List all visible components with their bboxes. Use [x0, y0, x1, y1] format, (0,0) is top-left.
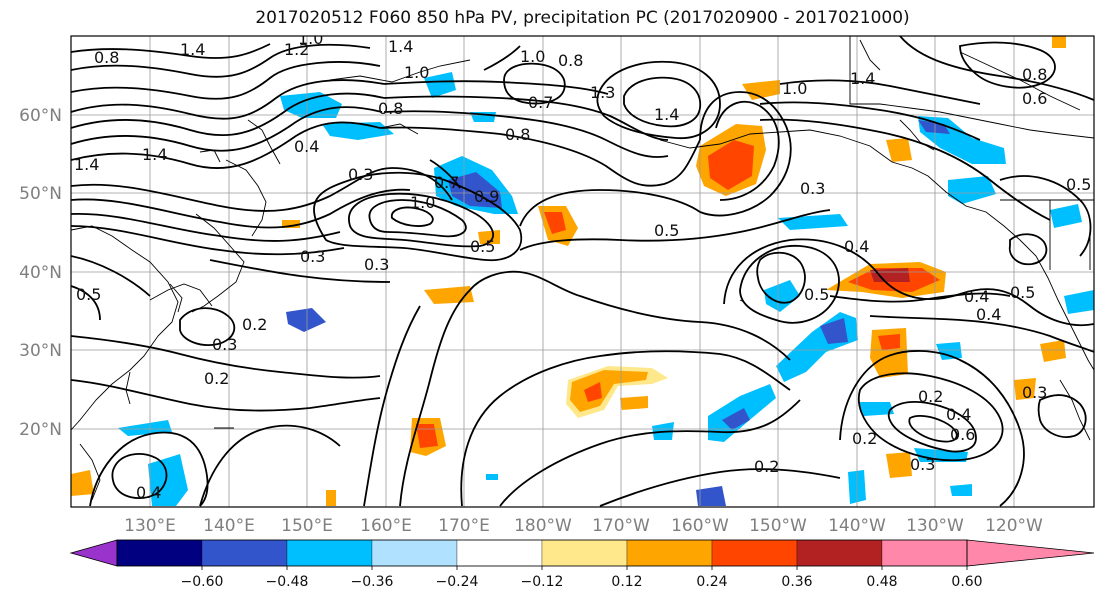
svg-text:0.4: 0.4: [294, 137, 319, 156]
svg-text:0.2: 0.2: [852, 429, 877, 448]
map-plot: 0.8 1.4 1.2 1.0 1.4 1.0 0.8 1.0 0.8 0.7 …: [71, 29, 1094, 507]
svg-text:0.3: 0.3: [212, 335, 237, 354]
colorbar-extend-max: [966, 539, 1095, 567]
svg-text:1.4: 1.4: [850, 69, 875, 88]
svg-text:1.4: 1.4: [654, 105, 679, 124]
svg-text:1.2: 1.2: [284, 40, 309, 59]
lon-label: 160°W: [671, 516, 729, 536]
colorbar-tick-label: −0.24: [436, 574, 479, 590]
svg-text:1.0: 1.0: [520, 47, 545, 66]
svg-text:0.8: 0.8: [378, 99, 403, 118]
latitude-labels: 60°N 50°N 40°N 30°N 20°N: [19, 106, 62, 440]
colorbar-tick-label: 0.12: [611, 574, 642, 590]
svg-text:1.4: 1.4: [74, 155, 99, 174]
colorbar-tick-label: 0.24: [696, 574, 727, 590]
lon-label: 140°E: [203, 516, 255, 536]
svg-text:1.0: 1.0: [410, 193, 435, 212]
svg-text:0.4: 0.4: [964, 287, 989, 306]
lon-label: 140°W: [828, 516, 886, 536]
svg-text:0.2: 0.2: [204, 369, 229, 388]
lon-label: 170°E: [438, 516, 490, 536]
svg-text:0.3: 0.3: [364, 255, 389, 274]
lon-label: 120°W: [985, 516, 1043, 536]
lat-label: 60°N: [19, 106, 62, 126]
coastlines: [71, 36, 1094, 501]
svg-text:0.5: 0.5: [1010, 283, 1035, 302]
svg-text:0.7: 0.7: [528, 93, 553, 112]
lon-label: 150°W: [749, 516, 807, 536]
svg-text:0.5: 0.5: [76, 285, 101, 304]
svg-text:1.0: 1.0: [782, 79, 807, 98]
colorbar-segment: [626, 539, 713, 567]
lon-label: 130°W: [906, 516, 964, 536]
lon-label: 130°E: [124, 516, 176, 536]
svg-text:1.0: 1.0: [404, 63, 429, 82]
lon-label: 160°E: [360, 516, 412, 536]
svg-text:0.3: 0.3: [1022, 383, 1047, 402]
colorbar-segment: [286, 539, 373, 567]
lon-label: 180°W: [514, 516, 572, 536]
svg-text:0.5: 0.5: [1066, 175, 1091, 194]
svg-text:1.0: 1.0: [298, 29, 323, 48]
svg-text:1.4: 1.4: [388, 37, 413, 56]
longitude-labels: 130°E 140°E 150°E 160°E 170°E 180°W 170°…: [124, 516, 1043, 536]
svg-text:0.5: 0.5: [804, 285, 829, 304]
pv-contours: [71, 36, 1094, 507]
svg-text:0.3: 0.3: [300, 247, 325, 266]
svg-text:0.8: 0.8: [1022, 65, 1047, 84]
map-title: 2017020512 F060 850 hPa PV, precipitatio…: [255, 8, 910, 28]
map-frame: [70, 35, 1095, 508]
colorbar-segment: [116, 539, 203, 567]
colorbar-tick-label: 0.60: [951, 574, 982, 590]
colorbar-segment: [541, 539, 628, 567]
svg-text:0.2: 0.2: [754, 457, 779, 476]
svg-text:0.3: 0.3: [910, 455, 935, 474]
colorbar-segment: [881, 539, 968, 567]
lon-label: 150°E: [281, 516, 333, 536]
colorbar-segment: [711, 539, 798, 567]
svg-text:0.8: 0.8: [505, 125, 530, 144]
colorbar-ticks: [201, 566, 968, 570]
colorbar-extend-min: [69, 539, 118, 567]
svg-text:0.7: 0.7: [434, 173, 459, 192]
colorbar-tick-label: −0.48: [266, 574, 309, 590]
colorbar-tick-label: −0.36: [351, 574, 394, 590]
svg-text:1.4: 1.4: [180, 40, 205, 59]
lat-label: 50°N: [19, 184, 62, 204]
svg-text:0.5: 0.5: [470, 237, 495, 256]
svg-text:0.4: 0.4: [946, 405, 971, 424]
svg-text:0.4: 0.4: [136, 483, 161, 502]
graticule: [71, 36, 1094, 507]
svg-text:0.2: 0.2: [242, 315, 267, 334]
svg-text:0.9: 0.9: [474, 187, 499, 206]
lon-label: 170°W: [592, 516, 650, 536]
colorbar-tick-label: 0.48: [866, 574, 897, 590]
svg-text:0.4: 0.4: [976, 305, 1001, 324]
pv-contour-labels: 0.8 1.4 1.2 1.0 1.4 1.0 0.8 1.0 0.8 0.7 …: [74, 29, 1091, 502]
colorbar-tick-label: −0.12: [521, 574, 564, 590]
svg-text:0.8: 0.8: [558, 51, 583, 70]
lat-label: 30°N: [19, 341, 62, 361]
svg-text:0.5: 0.5: [654, 221, 679, 240]
svg-text:0.8: 0.8: [94, 48, 119, 67]
svg-text:0.2: 0.2: [918, 387, 943, 406]
colorbar: −0.60 −0.48 −0.36 −0.24 −0.12 0.12 0.24 …: [69, 539, 1095, 590]
colorbar-segment: [456, 539, 543, 567]
svg-text:0.6: 0.6: [950, 425, 975, 444]
colorbar-segment: [371, 539, 458, 567]
lat-label: 20°N: [19, 420, 62, 440]
svg-text:1.3: 1.3: [590, 83, 615, 102]
svg-text:1.4: 1.4: [142, 145, 167, 164]
lat-label: 40°N: [19, 263, 62, 283]
colorbar-tick-label: 0.36: [781, 574, 812, 590]
colorbar-tick-label: −0.60: [181, 574, 224, 590]
precipitation-shading: [71, 36, 1094, 506]
colorbar-segment: [201, 539, 288, 567]
svg-text:0.4: 0.4: [844, 237, 869, 256]
svg-text:0.6: 0.6: [1022, 89, 1047, 108]
svg-text:0.3: 0.3: [800, 179, 825, 198]
colorbar-segment: [796, 539, 883, 567]
svg-text:0.3: 0.3: [348, 165, 373, 184]
